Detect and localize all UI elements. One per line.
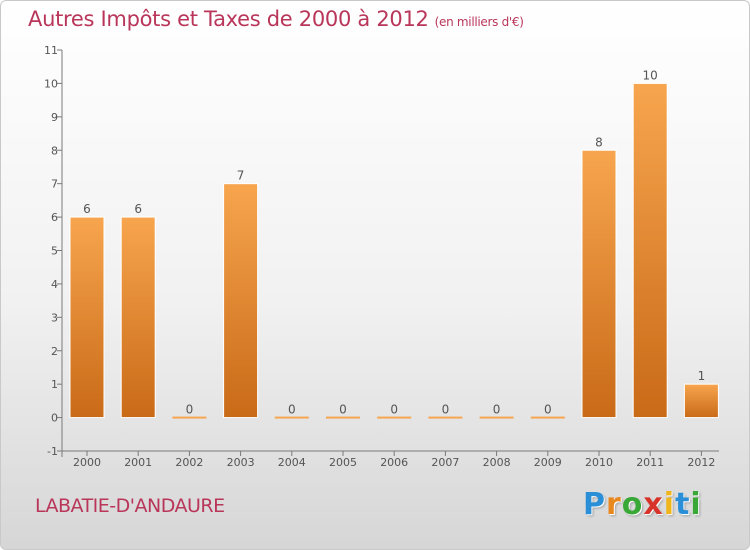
bar-value-label: 0 xyxy=(288,403,296,417)
y-tick-label: 0 xyxy=(51,412,58,425)
bar xyxy=(274,416,309,419)
bar-value-label: 0 xyxy=(442,403,450,417)
proxiti-logo: Proxiti xyxy=(583,487,702,522)
x-tick-label: 2012 xyxy=(687,456,715,469)
bar xyxy=(581,149,617,419)
bar xyxy=(479,416,514,419)
x-tick-label: 2002 xyxy=(175,456,203,469)
logo-letter: t xyxy=(675,487,691,522)
bar xyxy=(223,183,259,419)
bar-value-label: 0 xyxy=(339,403,347,417)
chart-data-labels: 6 6 0 7 0 0 0 0 0 0 8 10 1 xyxy=(83,68,705,416)
y-tick-label: 4 xyxy=(51,278,58,291)
y-tick-label: 11 xyxy=(44,44,58,57)
bar xyxy=(326,416,360,419)
y-tick-label: -1 xyxy=(47,445,58,458)
x-tick-label: 2006 xyxy=(380,456,408,469)
bar-value-label: 8 xyxy=(595,135,603,149)
bar-value-label: 6 xyxy=(134,202,142,216)
x-tick-label: 2008 xyxy=(483,456,511,469)
y-tick-label: 10 xyxy=(44,77,58,90)
y-tick-label: 5 xyxy=(51,245,58,258)
bar-value-label: 7 xyxy=(237,169,245,183)
x-tick-label: 2000 xyxy=(73,456,101,469)
bar-value-label: 0 xyxy=(493,403,501,417)
bar xyxy=(632,82,668,419)
bar xyxy=(530,416,565,419)
y-tick-label: 7 xyxy=(51,178,58,191)
y-tick-label: 9 xyxy=(51,111,58,124)
bar-value-label: 0 xyxy=(544,403,552,417)
bar-value-label: 1 xyxy=(698,369,706,383)
bar xyxy=(120,216,156,419)
place-name: LABATIE-D'ANDAURE xyxy=(35,495,225,517)
bar-value-label: 6 xyxy=(83,202,91,216)
x-tick-label: 2003 xyxy=(227,456,255,469)
y-tick-label: 3 xyxy=(51,311,58,324)
y-tick-label: 1 xyxy=(51,378,58,391)
x-tick-label: 2011 xyxy=(636,456,664,469)
bar xyxy=(683,383,719,419)
chart-title: Autres Impôts et Taxes de 2000 à 2012 (en… xyxy=(28,7,524,31)
y-tick-label: 8 xyxy=(51,144,58,157)
x-tick-label: 2007 xyxy=(431,456,459,469)
x-tick-label: 2009 xyxy=(534,456,562,469)
logo-letter: i xyxy=(663,487,676,522)
bar xyxy=(377,416,412,419)
logo-letter: r xyxy=(606,487,622,522)
bar-value-label: 0 xyxy=(186,403,194,417)
x-tick-label: 2001 xyxy=(124,456,152,469)
x-tick-label: 2004 xyxy=(278,456,306,469)
bar-value-label: 0 xyxy=(390,403,398,417)
logo-letter: i xyxy=(690,487,702,522)
x-tick-label: 2005 xyxy=(329,456,357,469)
bar xyxy=(428,416,463,419)
y-tick-label: 2 xyxy=(51,345,58,358)
x-tick-label: 2010 xyxy=(585,456,613,469)
bar-value-label: 10 xyxy=(643,68,658,82)
logo-letter: P xyxy=(583,487,606,522)
bar xyxy=(172,416,207,419)
logo-letter: o xyxy=(621,487,644,522)
logo-letter: x xyxy=(643,487,664,522)
chart-bars xyxy=(69,82,719,419)
bar xyxy=(69,216,105,419)
y-tick-label: 6 xyxy=(51,211,58,224)
chart-title-text: Autres Impôts et Taxes de 2000 à 2012 xyxy=(28,7,429,31)
chart-unit: (en milliers d'€) xyxy=(434,15,524,29)
